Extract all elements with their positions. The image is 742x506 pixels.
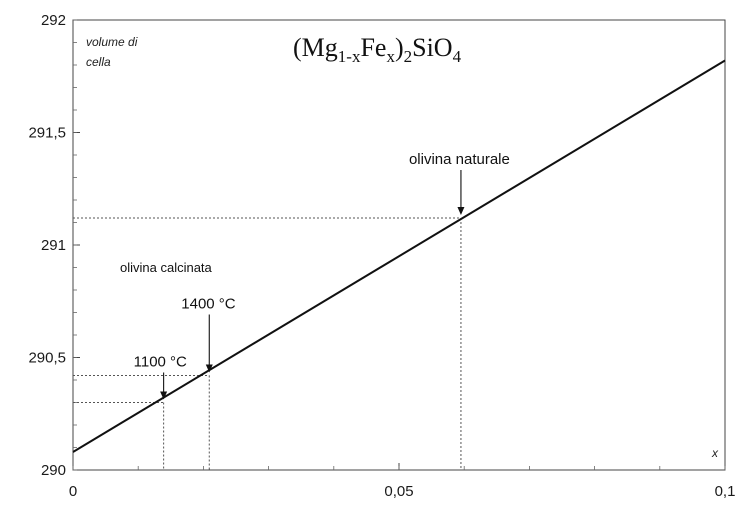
y-axis-label-line-2: cella [86,55,111,69]
x-tick-label: 0 [69,483,77,500]
title-sub-1: 1-x [338,47,361,66]
axes-layer: 290 290,5 291 291,5 292 0 0,05 0,1 [28,12,735,500]
y-tick-label: 292 [41,12,66,29]
title-open: (Mg [293,33,338,62]
marker-arrowhead [205,364,213,373]
annotation-olivina-calcinata: olivina calcinata [120,260,213,275]
y-tick-label: 291,5 [28,125,66,142]
marker-arrowhead [457,207,465,215]
title-close: ) [395,33,404,62]
title-sub-2: x [386,47,395,66]
x-axis-label: x [711,446,719,460]
y-tick-label: 290 [41,462,66,479]
x-tick-label: 0,1 [715,483,736,500]
title-sub-3: 2 [404,47,413,66]
y-axis-label-line-1: volume di [86,35,138,49]
y-tick-label: 291 [41,237,66,254]
chart-title: (Mg1-xFex)2SiO4 [293,33,462,66]
marker-label: olivina naturale [409,151,510,168]
y-tick-label: 290,5 [28,350,66,367]
annotations: 1100 °C 1400 °C olivina naturale [134,151,510,400]
x-tick-label: 0,05 [384,483,413,500]
marker-arrowhead [160,391,168,400]
title-fe: Fe [360,33,386,62]
title-sio: SiO [412,33,452,62]
plot-frame [72,19,726,471]
marker-label: 1400 °C [181,296,236,313]
title-sub-4: 4 [453,47,462,66]
series-line [72,59,726,453]
guide-lines [73,217,462,470]
series-layer [72,59,726,453]
marker-label: 1100 °C [134,354,187,371]
